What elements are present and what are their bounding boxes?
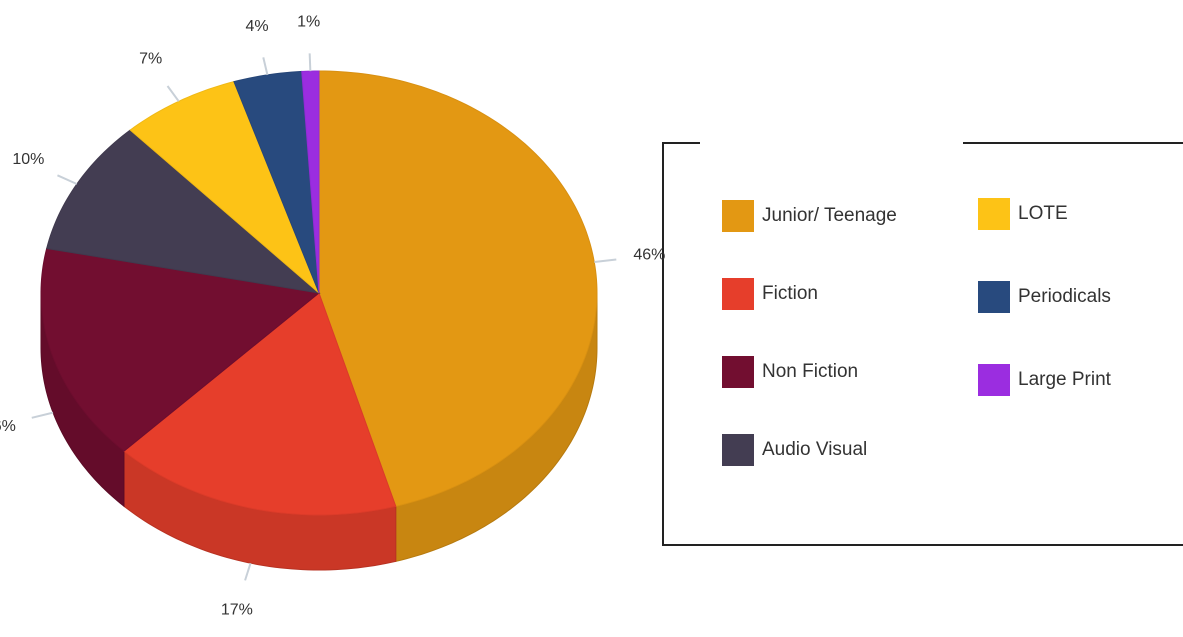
legend-label: LOTE xyxy=(1018,203,1068,224)
leader-line xyxy=(262,57,269,76)
pie-slice xyxy=(40,247,321,452)
legend-swatch xyxy=(722,356,754,388)
leader-line xyxy=(31,411,54,419)
legend-label: Large Print xyxy=(1018,369,1112,390)
data-label: 7% xyxy=(139,50,162,67)
pie-slice xyxy=(233,70,320,294)
legend-swatch xyxy=(722,434,754,466)
data-label: 4% xyxy=(246,18,269,35)
pie-slice xyxy=(123,292,397,516)
leader-line xyxy=(57,174,78,185)
legend-swatch xyxy=(978,198,1010,230)
data-label: 16% xyxy=(0,418,16,435)
legend-frame xyxy=(662,142,1183,546)
leader-line xyxy=(166,85,180,102)
pie-slice xyxy=(318,70,598,507)
data-label: 17% xyxy=(221,602,253,619)
legend-label: Fiction xyxy=(762,283,818,304)
legend-label: Audio Visual xyxy=(762,439,867,460)
leader-line xyxy=(244,562,252,581)
data-label: 10% xyxy=(12,151,44,168)
pie-slice xyxy=(301,70,320,294)
leader-line xyxy=(308,53,312,72)
legend-label: Junior/ Teenage xyxy=(762,205,897,226)
legend-swatch xyxy=(978,364,1010,396)
legend-swatch xyxy=(722,278,754,310)
legend-label: Periodicals xyxy=(1018,286,1111,307)
legend-border xyxy=(662,142,1183,546)
legend-swatch xyxy=(722,200,754,232)
legend-swatch xyxy=(978,281,1010,313)
leader-line xyxy=(594,258,617,264)
data-label: 1% xyxy=(297,14,320,31)
data-label: 46% xyxy=(633,246,665,263)
legend-label: Non Fiction xyxy=(762,361,858,382)
